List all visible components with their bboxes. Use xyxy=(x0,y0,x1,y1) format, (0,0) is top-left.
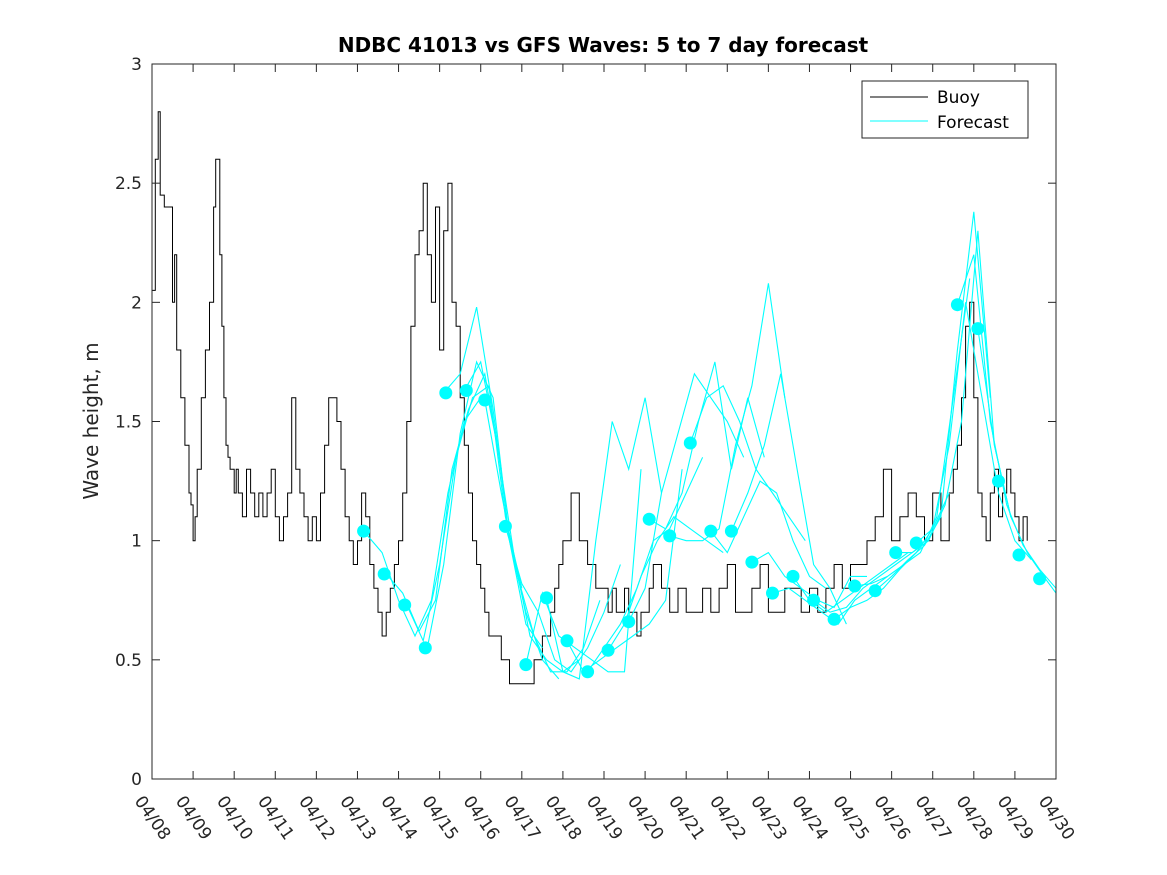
x-tick-label: 04/12 xyxy=(294,792,338,844)
x-tick-label: 04/10 xyxy=(212,792,256,844)
forecast-line-12 xyxy=(587,457,704,673)
x-tick-label: 04/11 xyxy=(253,792,297,844)
y-tick-label: 0 xyxy=(131,770,142,790)
forecast-line-4 xyxy=(426,360,543,649)
legend-forecast-label: Forecast xyxy=(937,113,1009,133)
forecast-line-17 xyxy=(689,384,806,542)
legend-box xyxy=(861,80,1029,139)
forecast-line-8 xyxy=(504,526,621,673)
forecast-marker xyxy=(581,665,595,679)
forecast-line-28 xyxy=(915,302,1032,561)
y-tick-label: 2.5 xyxy=(115,174,142,194)
forecast-marker xyxy=(848,579,862,593)
x-tick-label: 04/26 xyxy=(870,792,914,844)
plot-background xyxy=(152,64,1056,779)
forecast-line-16 xyxy=(669,283,786,542)
forecast-marker xyxy=(950,298,964,312)
forecast-marker xyxy=(519,658,533,672)
forecast-marker xyxy=(766,586,779,600)
forecast-marker xyxy=(992,474,1005,488)
forecast-marker xyxy=(724,524,738,538)
x-tick-label: 04/09 xyxy=(171,792,215,844)
x-tick-label: 04/24 xyxy=(787,792,831,844)
forecast-marker xyxy=(1033,572,1047,586)
forecast-marker xyxy=(745,555,759,569)
x-tick-label: 04/23 xyxy=(746,792,790,844)
x-tick-label: 04/18 xyxy=(541,792,585,844)
forecast-line-29 xyxy=(956,254,1057,589)
x-tick-label: 04/22 xyxy=(705,792,749,844)
forecast-marker xyxy=(560,634,574,648)
x-tick-label: 04/19 xyxy=(582,792,626,844)
forecast-marker xyxy=(498,519,512,533)
y-tick-label: 0.5 xyxy=(115,651,142,671)
forecast-marker xyxy=(889,546,903,560)
plot-area xyxy=(152,64,1057,779)
forecast-marker xyxy=(459,384,473,397)
forecast-line-20 xyxy=(751,551,867,609)
forecast-line-3 xyxy=(406,384,523,643)
forecast-marker xyxy=(377,567,391,581)
forecast-marker xyxy=(478,393,492,407)
forecast-marker xyxy=(642,512,656,526)
forecast-line-14 xyxy=(628,372,745,622)
x-tick-label: 04/16 xyxy=(459,792,503,844)
y-axis-label: Wave height, m xyxy=(79,342,103,499)
y-tick-label: 1 xyxy=(131,532,142,552)
legend: Buoy Forecast xyxy=(861,80,1029,139)
forecast-marker xyxy=(909,536,923,550)
forecast-line-27 xyxy=(895,230,1012,554)
y-tick-label: 2 xyxy=(131,293,142,313)
chart-title: NDBC 41013 vs GFS Waves: 5 to 7 day fore… xyxy=(338,33,869,57)
forecast-marker xyxy=(827,612,841,626)
forecast-line-10 xyxy=(545,397,663,680)
forecast-marker xyxy=(1012,548,1026,562)
x-tick-label: 04/29 xyxy=(993,792,1037,844)
forecast-marker xyxy=(601,643,615,657)
x-tick-label: 04/15 xyxy=(418,792,462,844)
buoy-series-line xyxy=(152,111,1028,685)
forecast-marker xyxy=(622,615,636,629)
forecast-marker xyxy=(786,569,800,583)
x-tick-label: 04/28 xyxy=(952,792,996,844)
forecast-marker xyxy=(868,584,882,598)
x-tick-label: 04/17 xyxy=(500,792,544,844)
forecast-marker xyxy=(663,529,677,543)
x-tick-label: 04/27 xyxy=(911,792,955,844)
forecast-line-23 xyxy=(813,540,929,613)
y-tick-label: 3 xyxy=(131,55,142,75)
forecast-marker xyxy=(418,641,432,655)
forecast-marker xyxy=(807,593,821,607)
x-tick-label: 04/14 xyxy=(376,792,420,844)
forecast-marker xyxy=(540,591,553,605)
forecast-marker xyxy=(398,598,412,612)
x-tick-label: 04/20 xyxy=(623,792,667,844)
forecast-marker xyxy=(439,386,453,400)
x-tick-label: 04/25 xyxy=(828,792,872,844)
forecast-marker xyxy=(971,322,985,336)
x-tick-label: 04/08 xyxy=(130,792,174,844)
forecast-marker xyxy=(357,524,371,538)
forecast-marker xyxy=(704,524,718,538)
forecast-line-18 xyxy=(710,480,827,589)
forecast-line-6 xyxy=(463,360,580,673)
forecast-line-19 xyxy=(730,373,847,625)
legend-buoy-label: Buoy xyxy=(937,88,980,108)
x-tick-label: 04/21 xyxy=(664,792,708,844)
y-tick-label: 1.5 xyxy=(115,413,142,433)
forecast-marker xyxy=(683,436,697,450)
x-tick-label: 04/30 xyxy=(1034,792,1078,844)
x-tick-label: 04/13 xyxy=(335,792,379,844)
